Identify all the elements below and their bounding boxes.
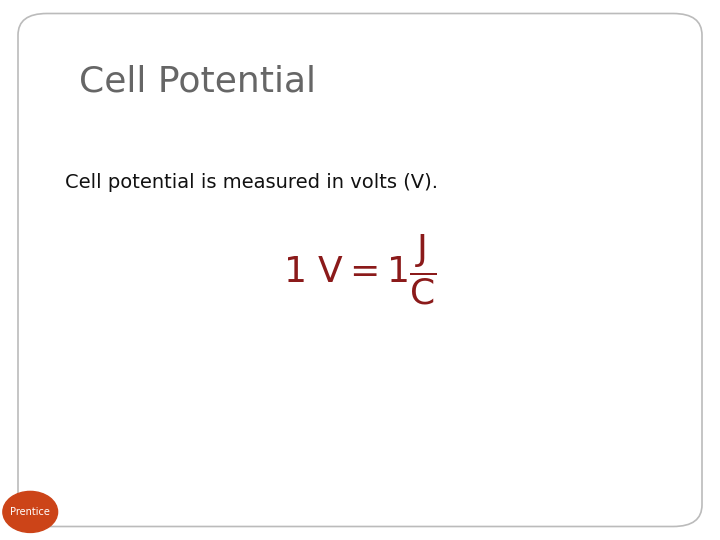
Text: Cell Potential: Cell Potential [79,65,316,99]
Text: Prentice: Prentice [10,507,50,517]
Text: $1\ \mathrm{V} = 1\dfrac{\mathrm{J}}{\mathrm{C}}$: $1\ \mathrm{V} = 1\dfrac{\mathrm{J}}{\ma… [283,233,437,307]
Text: Cell potential is measured in volts (V).: Cell potential is measured in volts (V). [65,173,438,192]
